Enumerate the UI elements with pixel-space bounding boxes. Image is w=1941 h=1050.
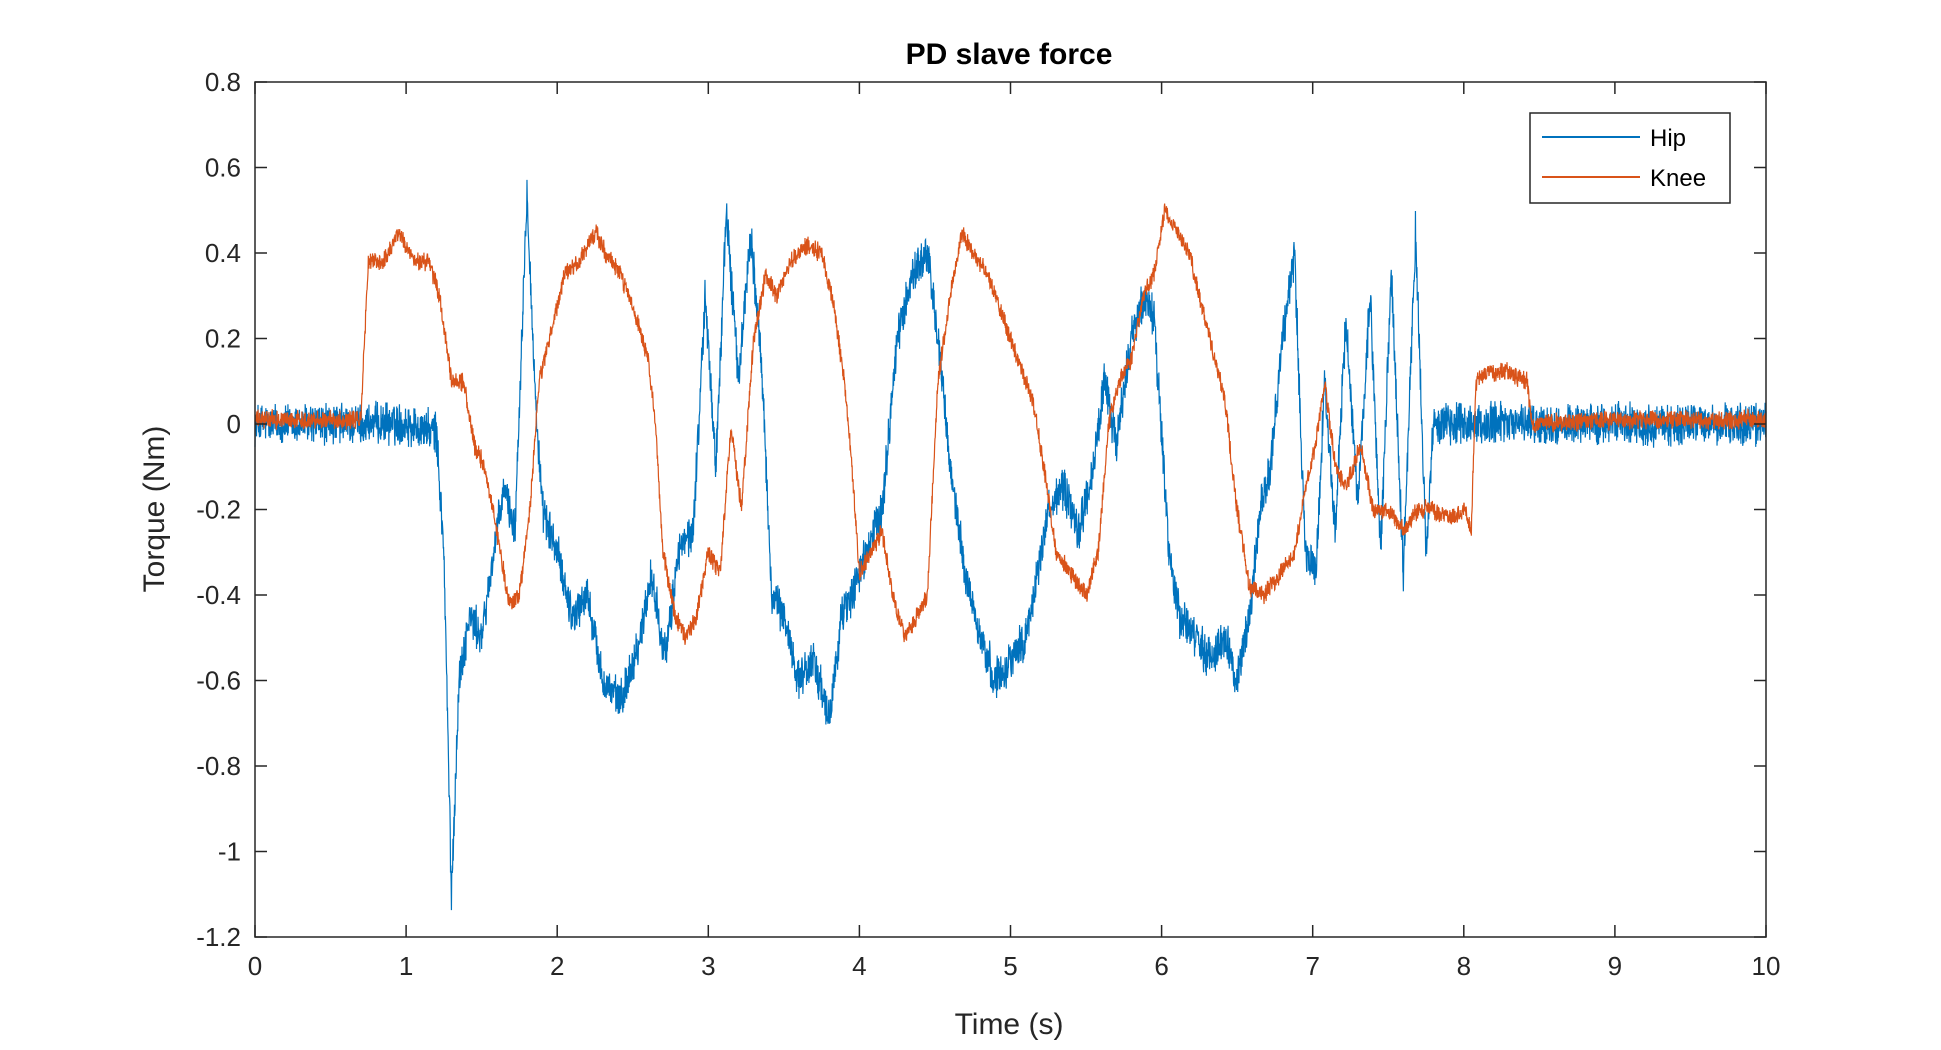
- x-axis-label: Time (s): [955, 1008, 1064, 1041]
- y-tick-label: 0: [227, 409, 241, 439]
- y-tick-label: 0.8: [205, 67, 241, 97]
- y-axis-ticks: -1.2 -1 -0.8 -0.6 -0.4 -0.2 0 0.2 0.4 0.6 0.8: [196, 67, 1766, 952]
- y-tick-label: -0.2: [196, 495, 241, 525]
- y-tick-label: -0.8: [196, 751, 241, 781]
- plot-area: [255, 82, 1766, 937]
- legend-box: [1529, 112, 1731, 204]
- x-tick-label: 4: [852, 951, 866, 981]
- legend-label-knee: Knee: [1650, 165, 1706, 192]
- y-tick-label: 0.2: [205, 324, 241, 354]
- y-tick-label: -0.6: [196, 666, 241, 696]
- y-tick-label: 0.6: [205, 153, 241, 183]
- legend: Hip Knee: [1529, 112, 1731, 204]
- x-tick-label: 2: [550, 951, 564, 981]
- x-tick-label: 5: [1003, 951, 1017, 981]
- x-tick-label: 7: [1305, 951, 1319, 981]
- chart-title: PD slave force: [906, 38, 1113, 71]
- y-tick-label: -0.4: [196, 580, 241, 610]
- y-axis-label: Torque (Nm): [138, 426, 171, 593]
- x-tick-label: 10: [1752, 951, 1781, 981]
- x-tick-label: 6: [1154, 951, 1168, 981]
- x-tick-label: 0: [248, 951, 262, 981]
- y-tick-label: -1: [218, 837, 241, 867]
- x-axis-ticks: 0 1 2 3 4 5 6 7 8 9 10: [248, 82, 1781, 981]
- series-layer: [254, 179, 1767, 911]
- series-line-hip: [254, 179, 1767, 911]
- x-tick-label: 1: [399, 951, 413, 981]
- legend-label-hip: Hip: [1650, 125, 1686, 152]
- x-tick-label: 9: [1608, 951, 1622, 981]
- x-tick-label: 3: [701, 951, 715, 981]
- y-tick-label: 0.4: [205, 238, 241, 268]
- x-tick-label: 8: [1457, 951, 1471, 981]
- y-tick-label: -1.2: [196, 922, 241, 952]
- series-line-knee: [254, 203, 1767, 645]
